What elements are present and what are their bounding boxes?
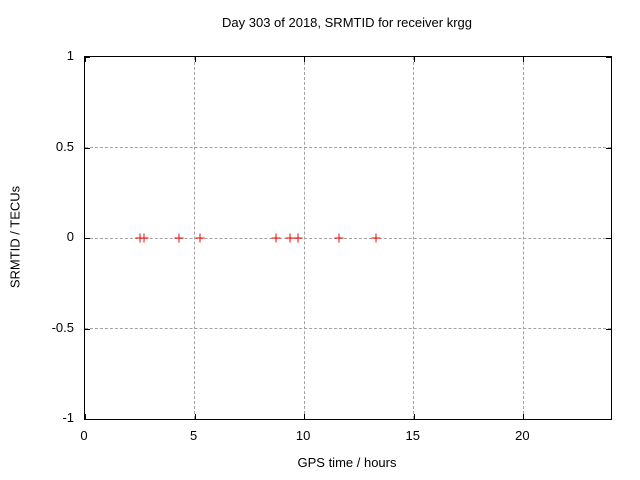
gridline-y--0.5 bbox=[85, 328, 611, 329]
x-tick-top bbox=[413, 57, 415, 62]
y-tick-right bbox=[606, 419, 611, 420]
y-tick-right bbox=[606, 57, 611, 58]
y-tick-left bbox=[85, 328, 90, 330]
y-tick-label: -1 bbox=[62, 410, 74, 425]
x-tick-bottom bbox=[85, 414, 86, 419]
plot-area bbox=[84, 56, 612, 420]
x-tick-label: 5 bbox=[189, 428, 198, 443]
y-tick-label: 0 bbox=[66, 229, 74, 244]
x-tick-top bbox=[194, 57, 196, 62]
y-tick-label: 0.5 bbox=[55, 138, 74, 154]
y-tick-left bbox=[85, 57, 90, 58]
x-tick-bottom bbox=[413, 414, 415, 419]
x-tick-bottom bbox=[523, 414, 525, 419]
y-tick-label: -0.5 bbox=[51, 319, 74, 335]
y-tick-left bbox=[85, 147, 90, 149]
y-tick-left bbox=[85, 238, 90, 239]
y-tick-label: 1 bbox=[66, 48, 74, 63]
y-tick-right bbox=[606, 238, 611, 239]
marker-vertical-bar bbox=[178, 233, 180, 243]
marker-vertical-bar bbox=[338, 233, 340, 243]
gridline-y-0.5 bbox=[85, 147, 611, 148]
y-tick-left bbox=[85, 419, 90, 420]
x-tick-label: 15 bbox=[405, 428, 420, 443]
x-tick-label: 20 bbox=[515, 428, 530, 443]
gridline-y-0 bbox=[85, 237, 611, 239]
marker-vertical-bar bbox=[199, 233, 201, 243]
marker-vertical-bar bbox=[297, 233, 299, 243]
x-axis-label: GPS time / hours bbox=[297, 455, 397, 470]
data-point-marker bbox=[195, 233, 205, 243]
marker-vertical-bar bbox=[375, 233, 377, 243]
data-point-marker bbox=[271, 233, 281, 243]
data-point-marker bbox=[334, 233, 344, 243]
y-tick-right bbox=[606, 147, 611, 149]
marker-vertical-bar bbox=[289, 233, 291, 243]
data-point-marker bbox=[371, 233, 381, 243]
x-tick-bottom bbox=[304, 414, 306, 419]
data-point-marker bbox=[293, 233, 303, 243]
y-tick-right bbox=[606, 328, 611, 330]
y-axis-label: SRMTID / TECUs bbox=[7, 185, 23, 289]
marker-vertical-bar bbox=[143, 233, 145, 243]
x-tick-top bbox=[523, 57, 525, 62]
data-point-marker bbox=[139, 233, 149, 243]
x-tick-top bbox=[85, 57, 86, 62]
x-tick-top bbox=[304, 57, 306, 62]
data-point-marker bbox=[285, 233, 295, 243]
x-tick-label: 0 bbox=[80, 428, 88, 443]
marker-vertical-bar bbox=[275, 233, 277, 243]
x-tick-bottom bbox=[194, 414, 196, 419]
x-tick-label: 10 bbox=[295, 428, 311, 443]
data-point-marker bbox=[174, 233, 184, 243]
chart-title: Day 303 of 2018, SRMTID for receiver krg… bbox=[222, 15, 472, 30]
